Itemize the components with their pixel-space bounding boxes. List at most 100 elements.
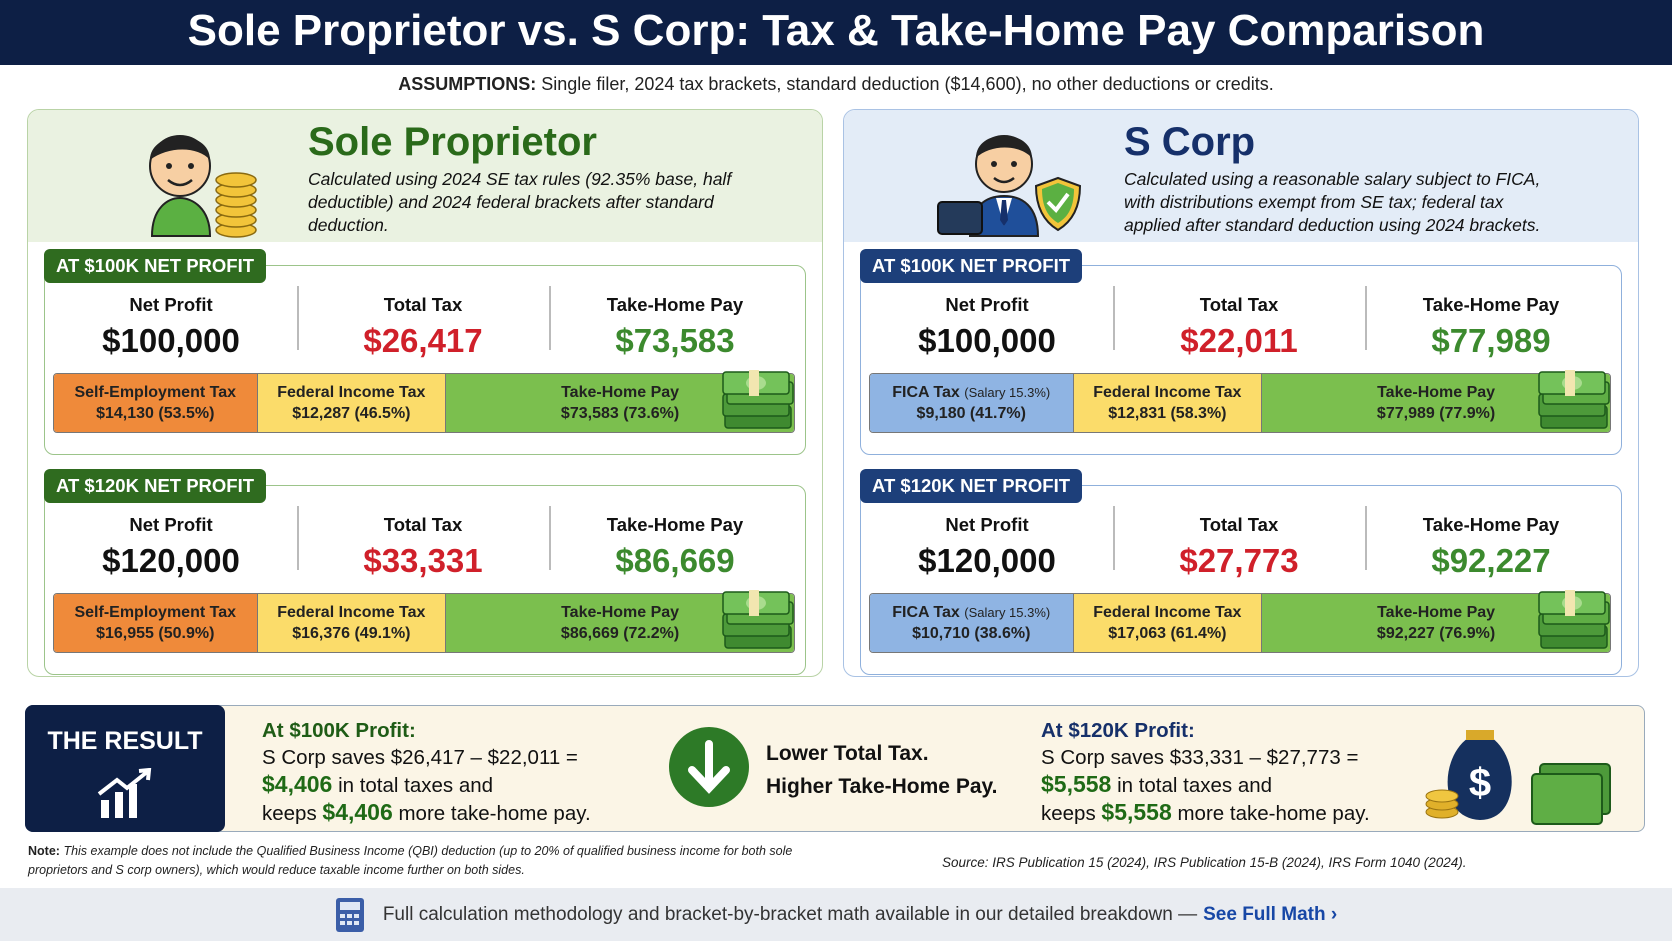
panel-description: Calculated using 2024 SE tax rules (92.3… <box>308 169 732 235</box>
header-title: Sole Proprietor vs. S Corp: Tax & Take-H… <box>0 0 1672 65</box>
stat-value: $33,331 <box>363 542 483 579</box>
result-line: S Corp saves $33,331 – $27,773 = <box>1041 746 1359 769</box>
assumptions-text: Single filer, 2024 tax brackets, standar… <box>541 74 1274 94</box>
section-badge: AT $100K NET PROFIT <box>44 249 267 283</box>
stat-value: $100,000 <box>102 322 240 359</box>
result-keeps: keeps <box>1041 802 1096 825</box>
segment-label: Federal Income Tax <box>1093 384 1242 401</box>
segment-label-row: FICA Tax (Salary 15.3%) <box>892 602 1050 623</box>
segment-label-row: Federal Income Tax <box>277 602 425 623</box>
result-kept: $4,406 <box>322 799 393 825</box>
stat-label: Total Tax <box>1199 514 1279 535</box>
section-box: Net Profit $120,000 Total Tax $27,773 Take-H… <box>860 485 1622 675</box>
assumptions-label: ASSUMPTIONS: <box>398 74 537 94</box>
bar-segment: FICA Tax (Salary 15.3%) $10,710 (38.6%) <box>870 594 1074 652</box>
breakdown-bar: FICA Tax (Salary 15.3%) $10,710 (38.6%) Fe… <box>869 593 1611 653</box>
segment-value: $10,710 (38.6%) <box>912 625 1031 642</box>
stat-divider <box>1113 286 1115 350</box>
section: AT $100K NET PROFIT Net Profit $100,000 Tot… <box>860 249 1622 455</box>
bar-segment: Federal Income Tax $12,287 (46.5%) <box>257 374 447 432</box>
section-badge: AT $100K NET PROFIT <box>860 249 1083 283</box>
segment-note: (Salary 15.3%) <box>964 605 1051 620</box>
section-box: Net Profit $100,000 Total Tax $22,011 Take-H… <box>860 265 1622 455</box>
stat-value: $26,417 <box>363 322 483 359</box>
bar-segment: Federal Income Tax $17,063 (61.4%) <box>1073 594 1263 652</box>
stat-value: $120,000 <box>102 542 240 579</box>
stat: Net Profit $120,000 <box>45 508 297 579</box>
segment-value: $92,227 (76.9%) <box>1376 625 1496 642</box>
see-full-math-link[interactable]: See Full Math › <box>1203 904 1338 925</box>
result-title: At $120K Profit: <box>1041 719 1195 742</box>
segment-label-row: Self-Employment Tax <box>74 602 236 623</box>
segment-label-row: Federal Income Tax <box>277 382 425 403</box>
result-saved: $5,558 <box>1041 771 1112 797</box>
assumptions: ASSUMPTIONS: Single filer, 2024 tax brac… <box>0 74 1672 95</box>
stat-value: $86,669 <box>615 542 735 579</box>
segment-value: $77,989 (77.9%) <box>1376 405 1496 422</box>
segment-label-row: Self-Employment Tax <box>74 382 236 403</box>
panel-icon <box>118 116 268 246</box>
cash-icon <box>1538 590 1610 649</box>
growth-icon <box>97 767 152 818</box>
panel-description: Calculated using a reasonable salary sub… <box>1124 169 1541 235</box>
stat-divider <box>297 506 299 570</box>
calculator-icon <box>335 897 364 932</box>
stat-value: $22,011 <box>1180 322 1298 359</box>
stat-value: $77,989 <box>1431 322 1551 359</box>
result-saved: $4,406 <box>262 771 333 797</box>
panel-title: S Corp <box>1124 120 1256 164</box>
segment-value: $17,063 (61.4%) <box>1108 625 1227 642</box>
stat-label: Take-Home Pay <box>1422 514 1560 535</box>
stat-label: Take-Home Pay <box>606 294 744 315</box>
segment-label: Take-Home Pay <box>1377 384 1496 401</box>
result-message: Lower Total Tax. Higher Take-Home Pay. <box>766 737 997 803</box>
bar-segment: Self-Employment Tax $16,955 (50.9%) <box>54 594 258 652</box>
bar-segment: Self-Employment Tax $14,130 (53.5%) <box>54 374 258 432</box>
section-badge: AT $120K NET PROFIT <box>44 469 267 503</box>
segment-value: $14,130 (53.5%) <box>96 405 215 422</box>
result-item: At $100K Profit: S Corp saves $26,417 – … <box>262 717 591 827</box>
money-bag-icon: $ <box>1425 730 1611 825</box>
result-keeps: keeps <box>262 802 317 825</box>
segment-label-row: Take-Home Pay <box>1377 602 1495 623</box>
footer-text: Full calculation methodology and bracket… <box>382 904 1198 925</box>
stat-label: Net Profit <box>945 294 1029 315</box>
note: Note: This example does not include the … <box>28 842 798 880</box>
segment-label-row: Take-Home Pay <box>561 382 679 403</box>
segment-label: Take-Home Pay <box>561 604 680 621</box>
stat: Total Tax $26,417 <box>297 288 549 359</box>
segment-label-row: Take-Home Pay <box>561 602 679 623</box>
section: AT $100K NET PROFIT Net Profit $100,000 Tot… <box>44 249 806 455</box>
segment-label: Take-Home Pay <box>561 384 680 401</box>
note-text: This example does not include the Qualif… <box>28 844 793 877</box>
down-arrow-icon <box>669 727 749 807</box>
segment-value: $16,955 (50.9%) <box>96 625 215 642</box>
bar-segment: Federal Income Tax $12,831 (58.3%) <box>1073 374 1263 432</box>
stat-divider <box>549 506 551 570</box>
message-line: Lower Total Tax. <box>766 742 929 765</box>
stat: Net Profit $120,000 <box>861 508 1113 579</box>
cash-icon <box>722 370 794 429</box>
segment-label-row: Federal Income Tax <box>1093 602 1241 623</box>
stat-value: $120,000 <box>918 542 1056 579</box>
stat: Net Profit $100,000 <box>45 288 297 359</box>
segment-value: $16,376 (49.1%) <box>292 625 411 642</box>
stat: Take-Home Pay $92,227 <box>1365 508 1617 579</box>
result-kept-text: more take-home pay. <box>398 802 591 825</box>
panel-header: Sole Proprietor Calculated using 2024 SE … <box>28 110 822 242</box>
breakdown-bar: Self-Employment Tax $16,955 (50.9%) Federa… <box>53 593 795 653</box>
stat: Total Tax $22,011 <box>1113 288 1365 359</box>
result-label-box: THE RESULT <box>25 705 225 832</box>
stat-label: Total Tax <box>383 294 463 315</box>
stat: Take-Home Pay $77,989 <box>1365 288 1617 359</box>
bar-segment: Federal Income Tax $16,376 (49.1%) <box>257 594 447 652</box>
panel: Sole Proprietor Calculated using 2024 SE … <box>27 109 823 677</box>
section-badge: AT $120K NET PROFIT <box>860 469 1083 503</box>
stat-label: Net Profit <box>129 514 213 535</box>
stat-label: Net Profit <box>945 514 1029 535</box>
segment-label: FICA Tax <box>892 384 960 401</box>
segment-label-row: Federal Income Tax <box>1093 382 1241 403</box>
segment-label-row: Take-Home Pay <box>1377 382 1495 403</box>
person-coins-icon <box>149 135 257 238</box>
result-kept: $5,558 <box>1101 799 1172 825</box>
